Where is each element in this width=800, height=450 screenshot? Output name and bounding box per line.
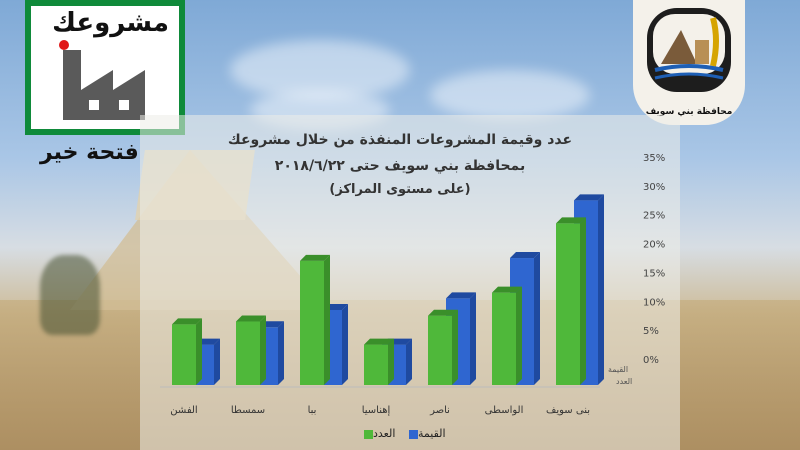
x-tick-label: ناصر [429, 405, 450, 416]
bar-count-2 [300, 254, 330, 385]
cloud [430, 70, 590, 120]
cloud [230, 40, 410, 100]
emblem-icon [647, 8, 731, 92]
legend-blue: القيمة [405, 427, 446, 440]
chart-subtitle: بمحافظة بني سويف حتى ٢٠١٨/٦/٢٢ [274, 158, 526, 174]
bar-count-6 [556, 217, 586, 385]
y-tick-label: 10% [643, 297, 665, 308]
y-tick-label: 25% [643, 211, 665, 222]
bar-count-0 [172, 318, 202, 385]
mashroak-logo: مشروعك [25, 0, 185, 135]
legend-green: العدد [360, 427, 395, 440]
factory-icon [63, 50, 145, 120]
depth-axis-label: العدد [616, 377, 632, 386]
y-tick-label: 15% [643, 268, 665, 279]
bar-count-3 [364, 338, 394, 385]
legend-label-green: العدد [373, 427, 396, 440]
x-tick-label: ببا [308, 405, 317, 416]
y-tick-label: 0% [643, 355, 659, 366]
logo-red-dot [59, 40, 69, 50]
legend-swatch-blue [409, 429, 418, 439]
x-tick-label: الواسطى [485, 405, 524, 416]
x-tick-label: سمسطا [231, 405, 265, 416]
chart-title: عدد وقيمة المشروعات المنفذة من خلال مشرو… [227, 132, 573, 148]
x-tick-label: الفشن [170, 405, 197, 416]
bar-count-1 [236, 315, 266, 385]
tagline: فتحة خير [40, 140, 139, 165]
bar-count-5 [492, 286, 522, 385]
legend-swatch-green [364, 429, 373, 439]
x-tick-label: إهناسيا [362, 405, 391, 416]
bar-count-4 [428, 309, 458, 385]
y-tick-label: 35% [643, 153, 665, 164]
palm-tree-image [40, 255, 100, 335]
y-tick-label: 5% [643, 326, 659, 337]
depth-axis-label: القيمة [608, 365, 628, 374]
governorate-emblem: محافظة بني سويف [633, 0, 745, 125]
legend-label-blue: القيمة [418, 427, 446, 440]
logo-word: مشروعك [52, 8, 169, 38]
y-tick-label: 30% [643, 182, 665, 193]
y-tick-label: 20% [643, 240, 665, 251]
emblem-caption: محافظة بني سويف [645, 107, 733, 117]
x-tick-label: بنى سويف [546, 405, 590, 416]
chart-subtitle-2: (على مستوى المراكز) [329, 182, 471, 197]
